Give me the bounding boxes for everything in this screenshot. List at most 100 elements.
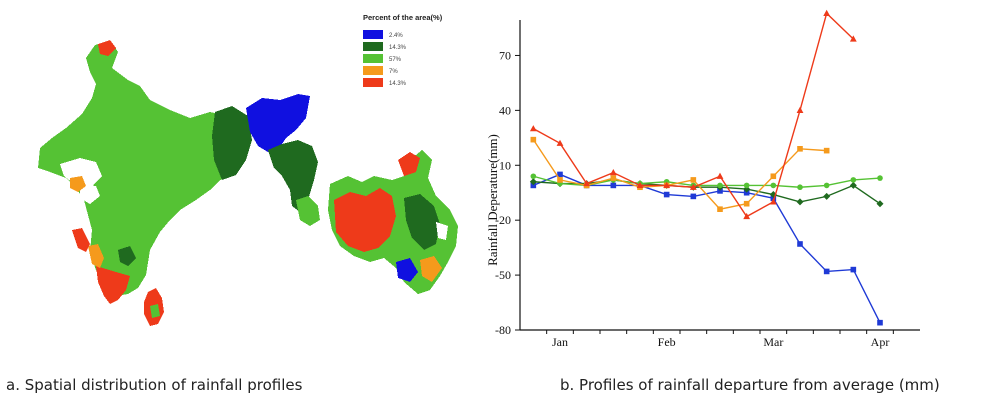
chart-axes: 70 40 10 -20 -50 -80 Jan Feb Mar Apr — [495, 20, 920, 349]
region-northeast-green — [296, 196, 320, 226]
data-point — [770, 173, 777, 180]
series-line — [532, 139, 827, 210]
data-point — [796, 106, 804, 113]
region-no-data-2 — [80, 184, 100, 204]
x-tick-label: Jan — [552, 335, 568, 349]
data-point — [609, 168, 617, 176]
region-south-red — [96, 266, 130, 304]
data-point — [823, 9, 831, 16]
caption-rainfall-departure: b. Profiles of rainfall departure from a… — [560, 376, 940, 394]
region-west-orange — [70, 176, 86, 192]
data-point — [717, 206, 723, 212]
data-point — [743, 212, 751, 220]
legend-swatch — [363, 78, 383, 87]
data-point — [823, 268, 830, 275]
data-point — [769, 198, 777, 205]
legend-title: Percent of the area(%) — [363, 13, 443, 22]
region-north-tip — [98, 40, 116, 56]
legend-label: 2.4% — [389, 33, 403, 39]
data-point — [583, 179, 591, 187]
data-point — [769, 191, 777, 199]
legend-label: 57% — [389, 57, 402, 63]
caption-spatial-distribution: a. Spatial distribution of rainfall prof… — [6, 376, 303, 394]
region-southeast-red-2 — [398, 152, 420, 176]
data-point — [716, 172, 724, 179]
legend-label: 7% — [389, 69, 398, 75]
data-point — [877, 319, 883, 326]
legend-swatch — [363, 30, 383, 39]
india-rainfall-map: Percent of the area(%) 2.4% 14.3% 57% 7% 14.… — [38, 13, 458, 326]
x-tick-label: Mar — [763, 335, 783, 349]
data-point — [743, 200, 750, 207]
data-point — [530, 182, 537, 189]
region-sri-lanka-green — [150, 304, 160, 318]
legend-items: 2.4% 14.3% 57% 7% 14.3% — [363, 30, 407, 87]
data-point — [689, 183, 697, 190]
legend-label: 14.3% — [389, 45, 407, 51]
data-point — [797, 146, 803, 152]
data-point — [530, 136, 537, 143]
data-point — [823, 182, 830, 189]
data-point — [823, 147, 830, 154]
data-point — [823, 192, 831, 200]
data-point — [529, 178, 537, 186]
map-legend: Percent of the area(%) 2.4% 14.3% 57% 7% 14.… — [363, 13, 443, 87]
data-point — [797, 241, 803, 247]
data-point — [557, 177, 563, 183]
x-tick-label: Feb — [658, 335, 676, 349]
y-tick-label: 70 — [499, 48, 511, 62]
data-point — [850, 266, 857, 273]
data-point — [743, 182, 750, 189]
data-point — [850, 177, 857, 183]
chart-series — [529, 9, 884, 326]
data-point — [636, 181, 644, 189]
data-point — [663, 181, 671, 189]
data-point — [690, 177, 697, 183]
data-point — [690, 193, 697, 200]
data-point — [876, 200, 884, 208]
legend-label: 14.3% — [389, 81, 407, 87]
data-point — [610, 182, 617, 189]
region-east-darkgreen — [212, 106, 252, 180]
rainfall-departure-chart: Rainfall Deperature(mm) 70 40 10 -20 -50 -80 J… — [485, 9, 920, 349]
y-tick-label: -50 — [495, 268, 511, 282]
region-north-green — [38, 40, 240, 270]
y-tick-label: -20 — [495, 213, 511, 227]
data-point — [556, 139, 564, 146]
region-southeast-orange — [420, 256, 442, 282]
data-point — [770, 195, 777, 202]
data-point — [529, 125, 537, 132]
legend-swatch — [363, 54, 383, 63]
region-south-orange — [88, 244, 104, 268]
data-point — [717, 182, 723, 189]
region-southeast-blue — [396, 258, 418, 282]
y-tick-label: 40 — [499, 103, 511, 117]
y-tick-label: 10 — [499, 158, 511, 172]
data-point — [717, 188, 723, 194]
data-point — [849, 35, 857, 42]
data-point — [663, 191, 670, 198]
y-axis-title: Rainfall Deperature(mm) — [485, 134, 500, 266]
data-point — [743, 189, 750, 196]
data-point — [797, 184, 803, 191]
data-point — [796, 198, 804, 206]
data-point — [770, 182, 777, 189]
region-southeast-red — [334, 188, 396, 252]
legend-swatch — [363, 66, 383, 75]
y-tick-label: -80 — [495, 323, 511, 337]
data-point — [530, 173, 537, 180]
x-tick-label: Apr — [871, 335, 890, 349]
data-point — [610, 175, 617, 181]
data-point — [557, 171, 563, 178]
region-northeast-blue — [246, 94, 310, 152]
map-regions — [38, 40, 458, 326]
region-southwest-red — [72, 228, 90, 252]
series-line — [533, 179, 881, 205]
data-point — [877, 175, 883, 181]
region-northeast-darkgreen — [268, 140, 318, 212]
legend-swatch — [363, 42, 383, 51]
region-southeast-darkgreen — [404, 194, 440, 250]
region-no-data-3 — [436, 222, 448, 240]
data-point — [849, 181, 857, 189]
region-south-darkgreen — [118, 246, 136, 266]
